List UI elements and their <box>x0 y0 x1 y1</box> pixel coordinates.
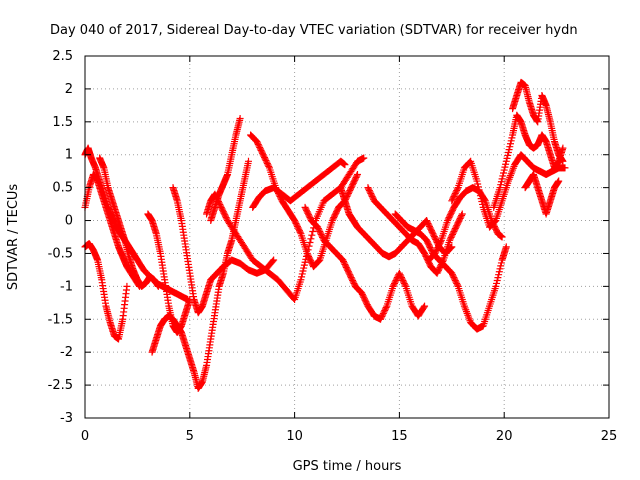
axis-ticks <box>84 55 610 419</box>
series-sat-m <box>337 184 456 261</box>
data-point <box>453 185 461 193</box>
series-sat-o <box>391 210 510 333</box>
y-tick-labels: -3 -2.5 -2 -1.5 -1 -0.5 0 0.5 1 1.5 2 2.5 <box>48 49 73 426</box>
y-tick-label: -1 <box>60 279 73 294</box>
data-point <box>314 257 322 265</box>
series-sat-f <box>148 157 252 392</box>
data-point <box>307 235 315 243</box>
data-point <box>561 164 569 172</box>
data-point <box>360 154 368 162</box>
series-sat-t <box>521 170 563 218</box>
y-tick-label: 1.5 <box>52 115 73 130</box>
series-sat-k <box>249 157 349 211</box>
data-point <box>296 228 304 236</box>
y-tick-label: -0.5 <box>48 246 73 261</box>
data-point <box>401 281 409 289</box>
x-tick-label: 5 <box>186 429 194 444</box>
data-point <box>269 257 277 265</box>
data-point <box>309 228 317 236</box>
series-sat-s <box>509 78 567 165</box>
data-point <box>421 302 429 310</box>
data-point <box>353 170 361 178</box>
y-axis-label: SDTVAR / TECUs <box>6 184 21 291</box>
data-point <box>555 177 563 185</box>
y-tick-label: -3 <box>60 411 73 426</box>
data-point <box>458 211 466 219</box>
x-tick-label: 10 <box>286 429 303 444</box>
series-sat-l <box>301 203 429 323</box>
series-sat-d <box>96 154 162 290</box>
x-tick-labels: 0 5 10 15 20 25 <box>81 429 617 444</box>
series-sat-h <box>207 115 244 225</box>
data-point <box>453 281 461 289</box>
data-point <box>270 256 278 264</box>
data-point <box>458 210 466 218</box>
data-point <box>382 304 390 312</box>
data-point <box>123 282 131 290</box>
data-point <box>502 243 510 251</box>
x-tick-label: 20 <box>496 429 513 444</box>
data-point <box>437 238 445 246</box>
data-point <box>236 115 244 123</box>
data-point <box>559 144 567 152</box>
series-sat-i <box>203 154 368 304</box>
data-point <box>154 282 162 290</box>
data-point <box>490 218 498 226</box>
y-tick-label: 0.5 <box>52 181 73 196</box>
y-tick-label: 2.5 <box>52 49 73 64</box>
y-tick-label: 0 <box>65 214 73 229</box>
y-tick-label: -2 <box>60 345 73 360</box>
data-point <box>466 158 474 166</box>
data-point <box>244 157 252 165</box>
plot-frame <box>84 55 610 419</box>
data-point <box>353 172 361 180</box>
series-sat-p <box>425 184 506 264</box>
y-tick-label: -1.5 <box>48 312 73 327</box>
data-points <box>81 78 569 392</box>
data-point <box>308 231 316 239</box>
data-point <box>341 161 349 169</box>
data-point <box>306 238 314 246</box>
y-tick-label: -2.5 <box>48 378 73 393</box>
y-tick-label: 2 <box>65 82 73 97</box>
data-point <box>265 162 273 170</box>
series-sat-n <box>364 184 466 277</box>
data-point <box>420 303 428 311</box>
x-tick-label: 0 <box>81 429 89 444</box>
y-tick-label: 1 <box>65 148 73 163</box>
series-sat-r <box>490 111 567 211</box>
x-tick-label: 15 <box>391 429 408 444</box>
x-tick-label: 25 <box>601 429 618 444</box>
series-sat-g <box>169 184 278 317</box>
chart-title: Day 040 of 2017, Sidereal Day-to-day VTE… <box>50 23 578 38</box>
data-point <box>498 233 506 241</box>
x-axis-label: GPS time / hours <box>293 459 402 474</box>
data-point <box>559 157 567 165</box>
